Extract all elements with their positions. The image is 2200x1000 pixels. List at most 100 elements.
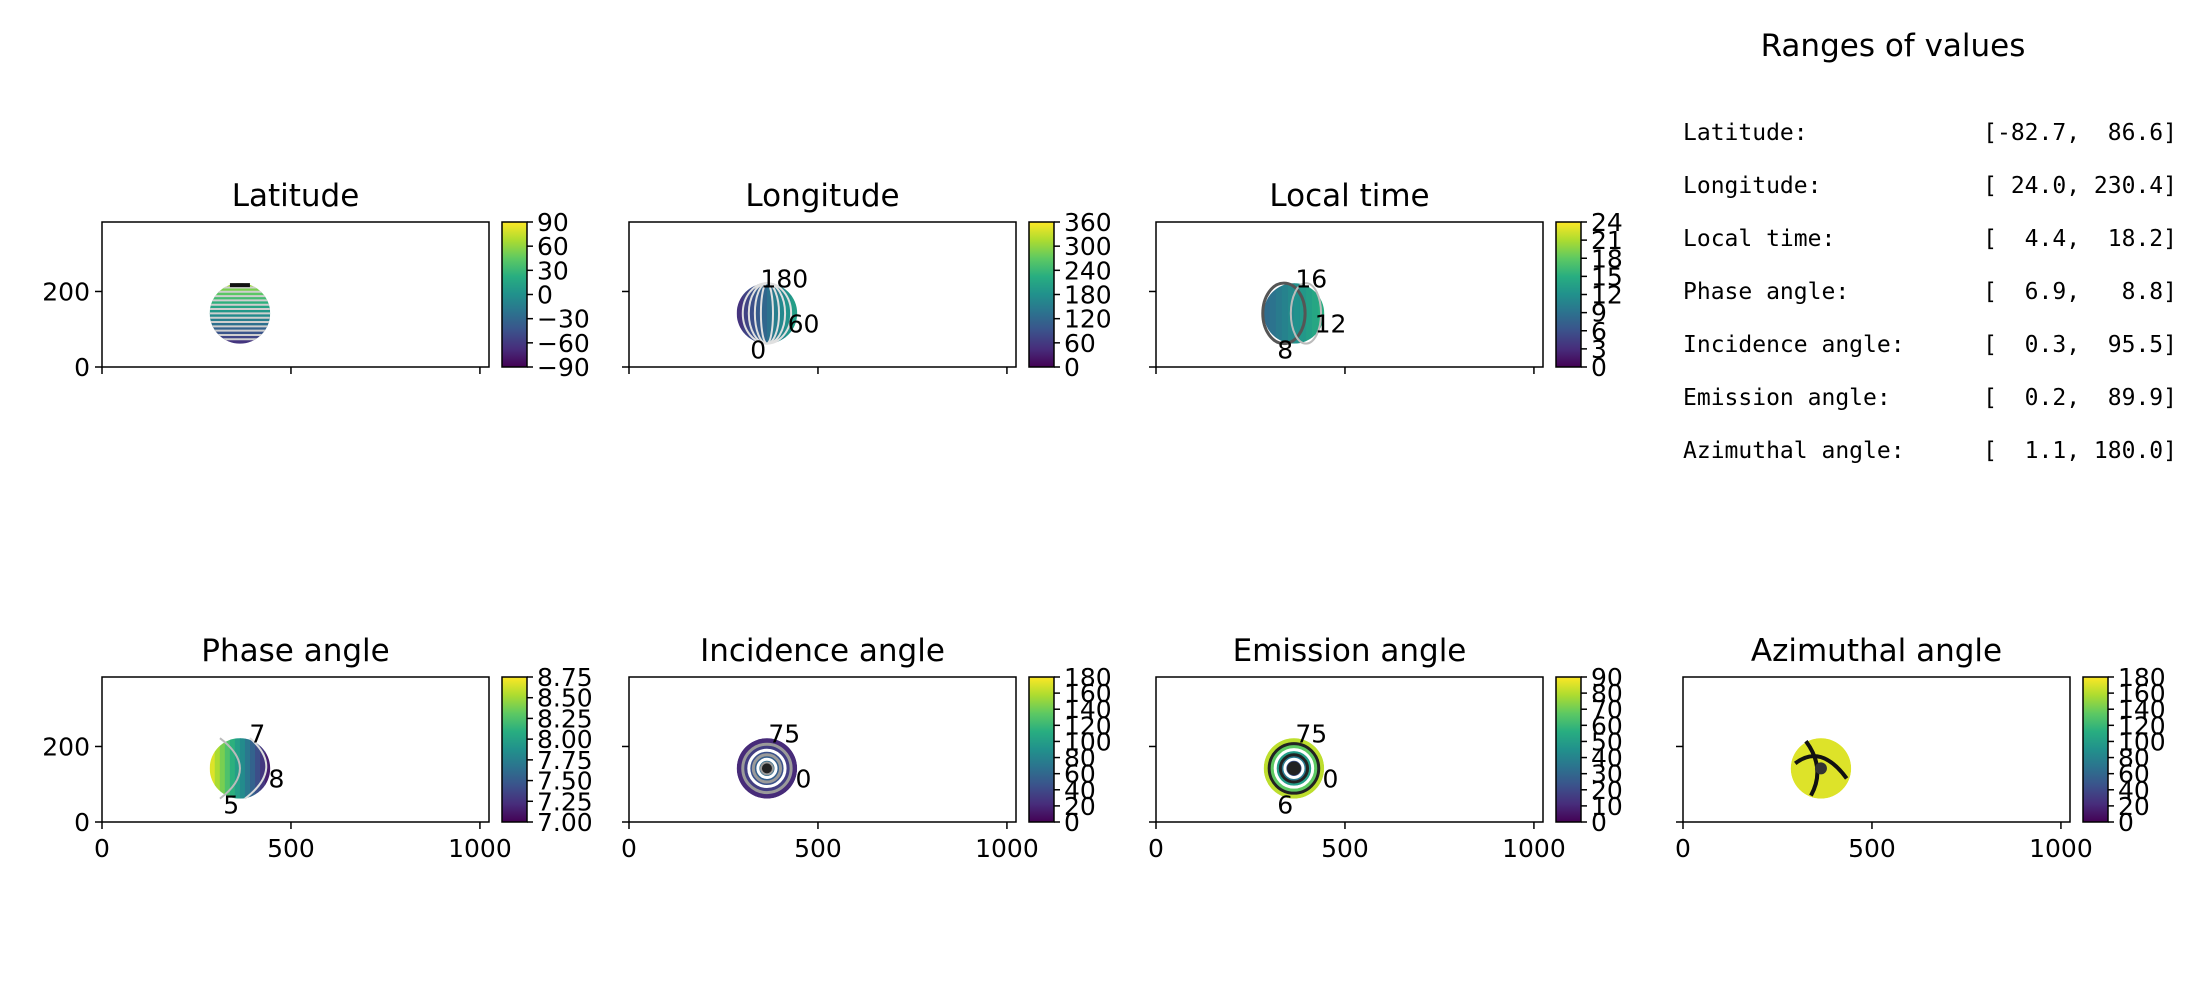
colorbar-tick-label: 80	[1591, 679, 1623, 708]
colorbar-tick-label: 30	[1591, 760, 1623, 789]
y-tick-label: 0	[74, 353, 90, 382]
axes-frame	[1682, 676, 2071, 823]
contour-lines	[741, 282, 793, 345]
colorbar-tick-label: 24	[1591, 208, 1623, 237]
axes-frame	[101, 221, 490, 368]
range-row: Emission angle: [ 0.2, 89.9]	[1683, 385, 2177, 411]
disc-image	[209, 738, 271, 799]
colorbar-tick-label: 120	[1064, 711, 1112, 740]
colorbar-tick-label: 0	[1591, 353, 1607, 382]
x-tick-label: 500	[1321, 834, 1369, 863]
colorbar-tick-label: 120	[1064, 305, 1112, 334]
colorbar-tick-label: 100	[2118, 727, 2166, 756]
axes-frame	[628, 676, 1017, 823]
colorbar-tick-label: 180	[1064, 663, 1112, 692]
range-row: Phase angle: [ 6.9, 8.8]	[1683, 279, 2177, 305]
contour-label: 60	[788, 310, 820, 339]
panel-title: Azimuthal angle	[1751, 633, 2002, 669]
colorbar-tick-label: 60	[1591, 711, 1623, 740]
colorbar-tick-label: 8.75	[537, 663, 593, 692]
contour-label: 8	[269, 765, 285, 794]
colorbar-tick-label: 21	[1591, 226, 1623, 255]
colorbar-tick-label: 8.00	[537, 725, 593, 754]
colorbar-tick-label: 0	[537, 281, 553, 310]
colorbar	[1028, 221, 1055, 368]
x-tick-label: 0	[1148, 834, 1164, 863]
contour-label: 0	[796, 765, 812, 794]
colorbar-tick-label: −60	[537, 329, 590, 358]
colorbar-tick-label: −90	[537, 353, 590, 382]
contour-label: 8	[1277, 336, 1293, 365]
colorbar-tick-label: 140	[2118, 695, 2166, 724]
colorbar-tick-label: 70	[1591, 695, 1623, 724]
colorbar-tick-label: 90	[1591, 663, 1623, 692]
colorbar-tick-label: 0	[1064, 353, 1080, 382]
panel-title: Incidence angle	[700, 633, 945, 669]
x-tick-label: 1000	[975, 834, 1039, 863]
axes-frame	[101, 676, 490, 823]
range-row: Incidence angle: [ 0.3, 95.5]	[1683, 332, 2177, 358]
colorbar	[501, 676, 528, 823]
colorbar-tick-label: 6	[1591, 317, 1607, 346]
colorbar-tick-label: 240	[1064, 256, 1112, 285]
colorbar-tick-label: 20	[2118, 792, 2150, 821]
axes-frame	[628, 221, 1017, 368]
colorbar-tick-label: 15	[1591, 262, 1623, 291]
colorbar-tick-label: 40	[1064, 776, 1096, 805]
colorbar-tick-label: 10	[1591, 792, 1623, 821]
ranges-table: Ranges of values Latitude: [-82.7, 86.6]L…	[1683, 28, 2177, 464]
colorbar	[1028, 676, 1055, 823]
range-row: Longitude: [ 24.0, 230.4]	[1683, 173, 2177, 199]
colorbar-tick-label: 160	[2118, 679, 2166, 708]
colorbar-tick-label: 80	[1064, 744, 1096, 773]
x-tick-label: 1000	[2029, 834, 2093, 863]
range-row: Azimuthal angle: [ 1.1, 180.0]	[1683, 438, 2177, 464]
colorbar-tick-label: 3	[1591, 335, 1607, 364]
x-tick-label: 0	[1675, 834, 1691, 863]
range-row: Latitude: [-82.7, 86.6]	[1683, 120, 2177, 146]
colorbar-tick-label: 180	[2118, 663, 2166, 692]
colorbar-tick-label: 8.25	[537, 704, 593, 733]
x-tick-label: 0	[94, 834, 110, 863]
colorbar-tick-label: 18	[1591, 244, 1623, 273]
colorbar-tick-label: 30	[537, 256, 569, 285]
range-label: Azimuthal angle:	[1683, 438, 1905, 464]
colorbar-tick-label: 140	[1064, 695, 1112, 724]
range-label: Latitude:	[1683, 120, 1808, 146]
panel-title: Longitude	[745, 178, 899, 214]
panel-azimuthal-angle: Azimuthal angle 0 500 1000 18016014012010080…	[1675, 633, 2166, 863]
panel-title: Emission angle	[1233, 633, 1467, 669]
contour-label: 75	[1295, 719, 1327, 748]
x-tick-label: 500	[794, 834, 842, 863]
colorbar	[2082, 676, 2109, 823]
colorbar-tick-label: 20	[1591, 776, 1623, 805]
colorbar-tick-label: 60	[1064, 760, 1096, 789]
colorbar	[501, 221, 528, 368]
colorbar-tick-label: 300	[1064, 232, 1112, 261]
y-tick-label: 200	[42, 732, 90, 761]
range-label: Local time:	[1683, 226, 1835, 252]
panel-title: Local time	[1269, 178, 1429, 214]
contour-lines	[1261, 281, 1323, 346]
colorbar-tick-label: 0	[1591, 808, 1607, 837]
colorbar-tick-label: 60	[2118, 760, 2150, 789]
x-tick-label: 500	[1848, 834, 1896, 863]
colorbar-tick-label: 12	[1591, 281, 1623, 310]
contour-label: 16	[1295, 264, 1327, 293]
colorbar-tick-label: 9	[1591, 299, 1607, 328]
colorbar	[1555, 676, 1582, 823]
colorbar-tick-label: 7.75	[537, 746, 593, 775]
colorbar-tick-label: 60	[537, 232, 569, 261]
contour-label: 12	[1315, 310, 1347, 339]
contour-label: 0	[750, 336, 766, 365]
range-value: [ 6.9, 8.8]	[1983, 279, 2177, 305]
axes-frame	[1155, 221, 1544, 368]
contour-lines	[1267, 742, 1321, 795]
colorbar-tick-label: 7.00	[537, 808, 593, 837]
ranges-table-title: Ranges of values	[1761, 28, 2026, 64]
contour-label: 0	[1323, 765, 1339, 794]
colorbar-tick-label: 7.25	[537, 787, 593, 816]
